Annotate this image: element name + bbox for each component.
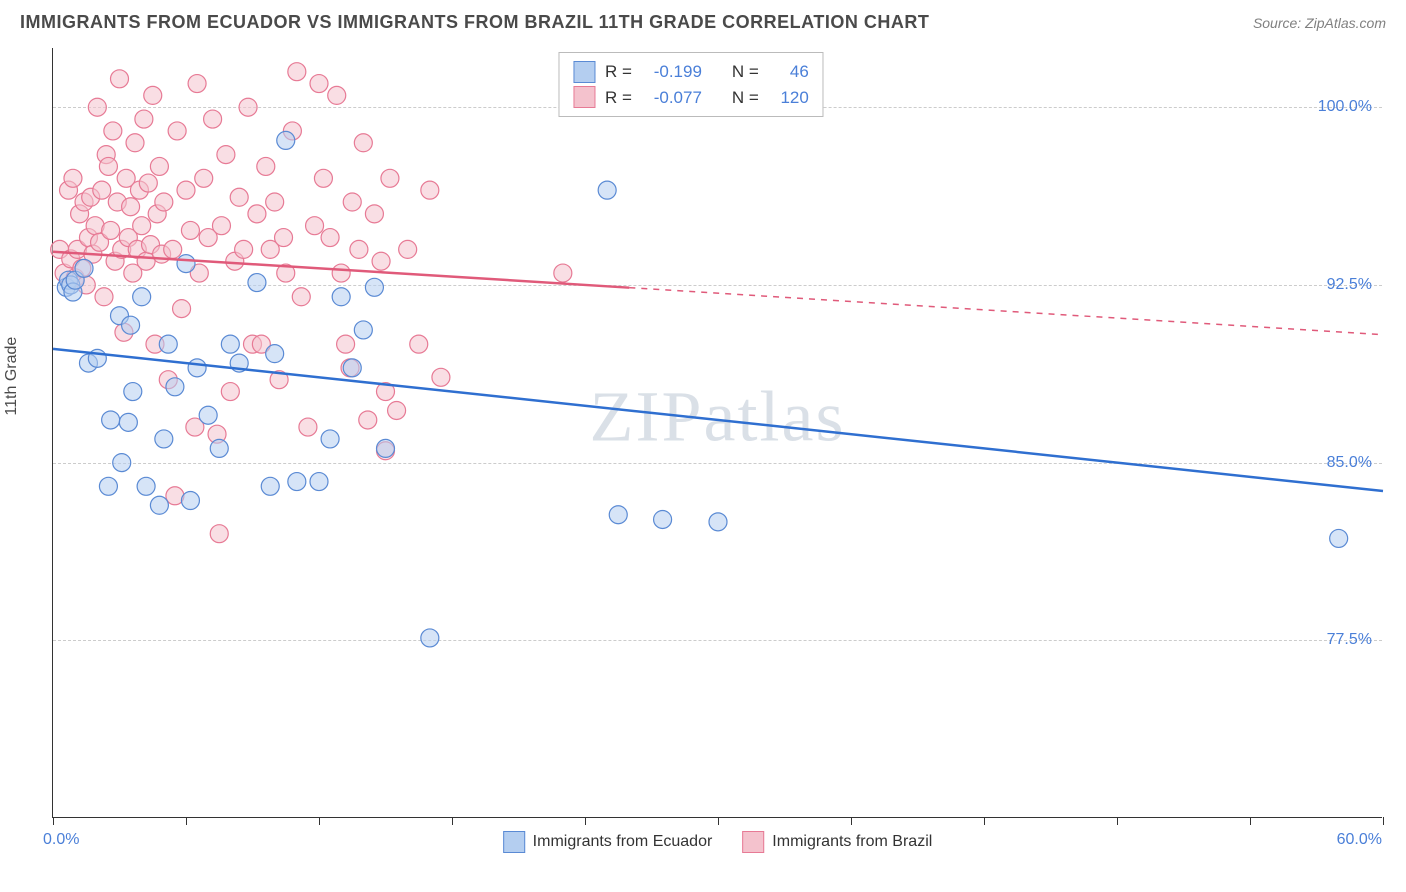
footer-swatch-a xyxy=(503,831,525,853)
footer-swatch-b xyxy=(742,831,764,853)
n-label-b: N = xyxy=(732,85,759,111)
n-label-a: N = xyxy=(732,59,759,85)
footer-legend-item-b: Immigrants from Brazil xyxy=(742,831,932,853)
swatch-a xyxy=(573,61,595,83)
chart-plot-area: ZIPatlas 77.5%85.0%92.5%100.0% R = -0.19… xyxy=(52,48,1382,818)
r-value-b: -0.077 xyxy=(642,85,702,111)
chart-title: IMMIGRANTS FROM ECUADOR VS IMMIGRANTS FR… xyxy=(20,12,929,33)
n-value-b: 120 xyxy=(769,85,809,111)
title-bar: IMMIGRANTS FROM ECUADOR VS IMMIGRANTS FR… xyxy=(0,0,1406,41)
stats-row-b: R = -0.077 N = 120 xyxy=(573,85,809,111)
source-label: Source: ZipAtlas.com xyxy=(1253,15,1386,31)
footer-label-a: Immigrants from Ecuador xyxy=(533,833,713,851)
r-value-a: -0.199 xyxy=(642,59,702,85)
stats-row-a: R = -0.199 N = 46 xyxy=(573,59,809,85)
footer-label-b: Immigrants from Brazil xyxy=(772,833,932,851)
series-b-points xyxy=(51,63,572,543)
footer-legend: Immigrants from Ecuador Immigrants from … xyxy=(503,831,933,853)
x-axis-min-label: 0.0% xyxy=(43,831,79,849)
r-label-a: R = xyxy=(605,59,632,85)
footer-legend-item-a: Immigrants from Ecuador xyxy=(503,831,713,853)
y-axis-label: 11th Grade xyxy=(3,337,21,416)
stats-legend-box: R = -0.199 N = 46 R = -0.077 N = 120 xyxy=(558,52,824,117)
series-b-trendline xyxy=(53,252,1383,335)
r-label-b: R = xyxy=(605,85,632,111)
swatch-b xyxy=(573,86,595,108)
series-a-trendline xyxy=(53,349,1383,491)
n-value-a: 46 xyxy=(769,59,809,85)
scatter-svg xyxy=(53,48,1382,817)
x-axis-max-label: 60.0% xyxy=(1337,831,1382,849)
